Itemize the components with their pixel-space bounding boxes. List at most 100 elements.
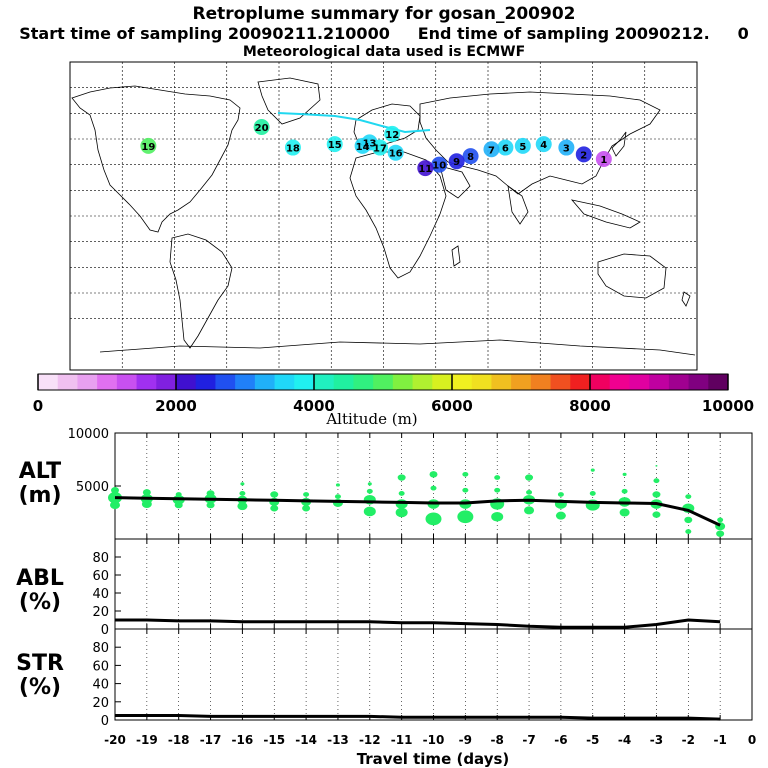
- plume-path: [277, 112, 431, 134]
- x-axis-label: Travel time (days): [357, 750, 510, 768]
- alt-ytick-label: 5000: [76, 480, 109, 495]
- plume-day-label: 5: [519, 142, 526, 153]
- colorbar-cell: [254, 374, 276, 390]
- alt-point: [716, 530, 725, 537]
- x-tick-label: -15: [263, 733, 285, 747]
- plume-blob: [354, 137, 371, 154]
- alt-point: [429, 471, 438, 478]
- x-tick-label: -8: [491, 733, 504, 747]
- coast-south-america: [169, 233, 233, 349]
- plume-day-label: 3: [563, 144, 570, 155]
- colorbar-cell: [294, 374, 315, 390]
- x-tick-label: -20: [104, 733, 126, 747]
- alt-point: [398, 491, 405, 496]
- alt-point: [397, 474, 406, 481]
- plume-day-label: 20: [255, 123, 269, 134]
- coast-australia: [597, 253, 667, 299]
- alt-point: [111, 487, 119, 494]
- colorbar-cell: [530, 374, 552, 390]
- colorbar-cell: [274, 374, 295, 390]
- alt-point: [525, 474, 534, 481]
- str-ytick-label: 20: [92, 696, 109, 711]
- str-y-ticks: 0 20 40 60 80: [92, 641, 121, 729]
- sampling-time-line: Start time of sampling 20090211.210000 E…: [0, 24, 768, 43]
- alt-point: [237, 502, 248, 511]
- plume-blob: [140, 137, 157, 154]
- plume-blob: [558, 139, 575, 156]
- alt-point: [367, 482, 372, 486]
- abl-ylabel-line2: (%): [19, 590, 61, 615]
- alt-point: [174, 501, 183, 509]
- plume-blob: [575, 146, 592, 163]
- plume-blob: [448, 153, 465, 170]
- x-tick-label: -16: [232, 733, 254, 747]
- coast-new-zealand: [681, 291, 691, 307]
- colorbar-cell: [452, 374, 473, 390]
- alt-point: [717, 517, 724, 523]
- altitude-colorbar: 0 2000 4000 6000 8000 10000 Altitude (m): [33, 373, 754, 428]
- plume-blob: [372, 139, 389, 156]
- coast-africa: [349, 151, 447, 279]
- colorbar-tick-label: 2000: [155, 397, 197, 415]
- end-time-suffix: 0: [737, 24, 749, 43]
- plume-day-label: 6: [502, 144, 509, 155]
- x-tick-label: -3: [650, 733, 663, 747]
- colorbar-tick-label: 6000: [431, 397, 473, 415]
- abl-ytick-label: 0: [101, 623, 109, 638]
- alt-point: [334, 494, 341, 499]
- abl-ytick-label: 40: [92, 587, 109, 602]
- x-axis-tick-labels: -20 -19 -18 -17 -16 -15 -14 -13 -12 -11 -10 -9 -8 -7-…: [104, 733, 756, 747]
- x-tick-label: -17: [200, 733, 222, 747]
- alt-point: [141, 500, 152, 509]
- map-gridlines: [70, 62, 697, 370]
- alt-point: [622, 472, 627, 476]
- alt-point: [621, 488, 628, 494]
- alt-point: [524, 506, 535, 515]
- plume-day-label: 1: [600, 155, 607, 166]
- plume-blob: [387, 144, 404, 161]
- abl-ytick-label: 60: [92, 569, 109, 584]
- plume-day-label: 15: [328, 140, 342, 151]
- plume-blob: [417, 160, 434, 177]
- alt-point: [619, 508, 630, 517]
- colorbar-cell: [550, 374, 571, 390]
- alt-point: [240, 482, 245, 486]
- colorbar-tick-label: 8000: [569, 397, 611, 415]
- colorbar-cell: [215, 374, 236, 390]
- plume-day-label: 11: [418, 164, 432, 175]
- str-ylabel-line2: (%): [19, 675, 61, 700]
- alt-point: [270, 491, 279, 498]
- colorbar-tick-label: 10000: [702, 397, 754, 415]
- coast-madagascar: [451, 245, 461, 267]
- chart-title: Retroplume summary for gosan_200902: [192, 4, 576, 24]
- str-ytick-label: 40: [92, 678, 109, 693]
- coast-greenland: [257, 77, 321, 125]
- x-tick-label: -14: [295, 733, 317, 747]
- abl-ytick-label: 80: [92, 551, 109, 566]
- colorbar-cell: [491, 374, 512, 390]
- plume-blob: [326, 136, 343, 153]
- colorbar-cell: [156, 374, 177, 390]
- alt-ylabel-line2: (m): [18, 483, 61, 508]
- alt-point: [590, 468, 595, 472]
- alt-panel: 5000 10000 ALT (m): [18, 427, 753, 540]
- plume-blob: [514, 137, 531, 154]
- colorbar-cell: [314, 374, 335, 390]
- plume-blob: [431, 156, 448, 173]
- x-tick-label: -2: [682, 733, 695, 747]
- x-tick-label: -9: [459, 733, 472, 747]
- abl-gridlines: [114, 539, 721, 629]
- alt-point: [555, 511, 566, 520]
- coast-japan: [611, 131, 627, 157]
- plume-blob: [462, 148, 479, 165]
- colorbar-cell: [38, 374, 59, 390]
- colorbar-cell: [116, 374, 138, 390]
- alt-y-ticks: 5000 10000: [68, 427, 121, 495]
- coast-arabia: [439, 165, 471, 199]
- colorbar-cell: [432, 374, 453, 390]
- str-ytick-label: 0: [101, 714, 109, 729]
- meteo-data-label: Meteorological data used is ECMWF: [242, 44, 526, 60]
- colorbar-cell: [688, 374, 709, 390]
